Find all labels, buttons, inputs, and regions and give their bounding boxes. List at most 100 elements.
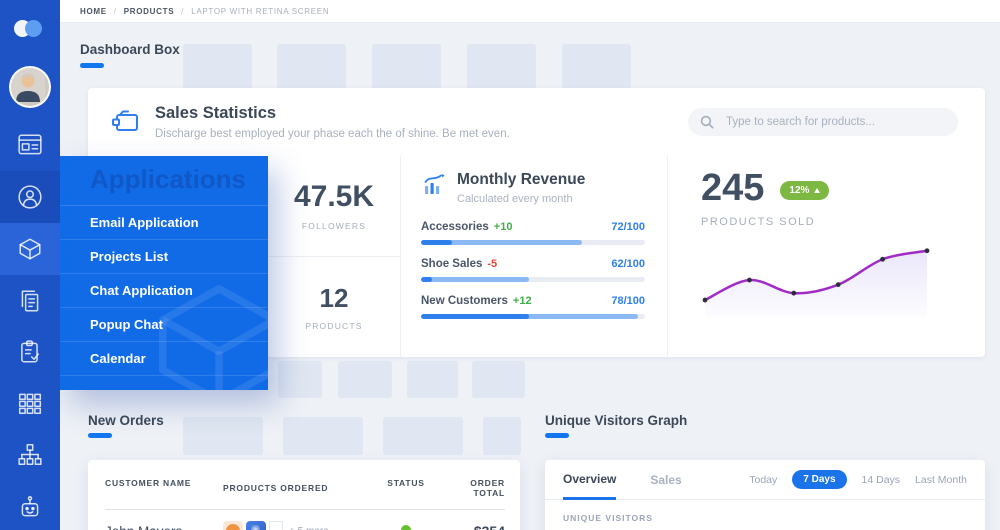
sidebar-item-assistant[interactable] <box>0 481 60 530</box>
ghost-card <box>467 44 536 90</box>
sidebar-item-documents[interactable] <box>0 275 60 327</box>
col-products-ordered: PRODUCTS ORDERED <box>223 483 329 493</box>
stats-column: 47.5K FOLLOWERS 12 PRODUCTS <box>88 155 400 357</box>
range-14-days[interactable]: 14 Days <box>861 473 901 486</box>
documents-icon <box>21 290 39 312</box>
progress-fill-light <box>421 240 583 245</box>
tab-overview[interactable]: Overview <box>563 460 617 500</box>
sales-card-subtitle: Discharge best employed your phase each … <box>155 127 510 140</box>
progress-bar <box>421 314 645 319</box>
products-sold-sparkline <box>701 240 931 317</box>
ghost-card <box>372 44 441 90</box>
revenue-chart-icon <box>424 174 445 194</box>
flyout-item-email-application[interactable]: Email Application <box>60 206 268 240</box>
sidebar-item-profile[interactable] <box>0 171 60 223</box>
ghost-card <box>183 417 263 455</box>
ghost-card <box>407 361 458 398</box>
breadcrumb-home[interactable]: HOME <box>80 6 107 16</box>
range-selector: Today 7 Days 14 Days Last Month <box>749 460 967 499</box>
col-customer-name: CUSTOMER NAME <box>105 478 192 488</box>
score-value: 78/100 <box>611 295 645 307</box>
products-label: PRODUCTS <box>305 321 363 331</box>
ghost-card <box>383 417 463 455</box>
more-products-label: + 5 more <box>289 526 329 530</box>
col-order-total: ORDER TOTAL <box>470 478 505 498</box>
logo-circle-right <box>25 20 42 37</box>
ghost-card <box>278 361 322 398</box>
breadcrumb-separator: / <box>181 6 185 16</box>
ghost-card <box>472 361 525 398</box>
flyout-item-projects-list[interactable]: Projects List <box>60 240 268 274</box>
products-value: 12 <box>319 283 349 313</box>
status-cell <box>365 522 447 530</box>
monthly-revenue-title: Monthly Revenue <box>457 171 586 188</box>
monthly-revenue-column: Monthly Revenue Calculated every month A… <box>400 155 667 357</box>
product-thumbnail <box>223 521 243 530</box>
progress-fill-light <box>421 314 639 319</box>
app-logo[interactable] <box>0 18 60 44</box>
revenue-row-accessories: Accessories +10 72/100 <box>421 221 645 245</box>
products-sold-column: 245 12% PRODUCTS SOLD <box>667 155 985 357</box>
order-total: $354 <box>447 523 505 530</box>
progress-bar <box>421 240 645 245</box>
flyout-item-popup-chat[interactable]: Popup Chat <box>60 308 268 342</box>
col-status: STATUS <box>387 478 425 488</box>
clipboard-check-icon <box>21 340 40 363</box>
orders-table: CUSTOMER NAME PRODUCTS ORDERED STATUS OR… <box>88 460 520 530</box>
order-row[interactable]: John Mayers + 5 more $354 <box>105 510 505 530</box>
product-search[interactable] <box>688 108 958 136</box>
apps-grid-icon <box>18 393 42 415</box>
monthly-revenue-subtitle: Calculated every month <box>457 193 573 205</box>
unique-visitors-title: Unique Visitors Graph <box>545 413 688 428</box>
new-orders-card: CUSTOMER NAME PRODUCTS ORDERED STATUS OR… <box>88 460 520 530</box>
customer-name: John Mayers <box>105 524 223 530</box>
product-thumbnail <box>246 521 266 530</box>
orders-table-header: CUSTOMER NAME PRODUCTS ORDERED STATUS OR… <box>105 478 505 510</box>
ghost-card <box>277 44 346 90</box>
revenue-row-label: Accessories <box>421 221 489 233</box>
revenue-row-new-customers: New Customers +12 78/100 <box>421 295 645 319</box>
breadcrumb-separator: / <box>113 6 117 16</box>
progress-fill-dark <box>421 314 529 319</box>
page-title-accent-bar <box>80 63 104 68</box>
sidebar-item-apps[interactable] <box>0 377 60 429</box>
progress-fill-light <box>421 277 529 282</box>
status-dot-green <box>401 525 411 530</box>
breadcrumb-products[interactable]: PRODUCTS <box>123 6 175 16</box>
new-orders-accent-bar <box>88 433 112 438</box>
tab-sales[interactable]: Sales <box>650 472 682 487</box>
breadcrumb-current: LAPTOP WITH RETINA SCREEN <box>191 6 330 16</box>
sitemap-icon <box>18 443 42 465</box>
ghost-card <box>483 417 521 455</box>
range-7-days[interactable]: 7 Days <box>792 470 847 489</box>
sidebar-item-sitemap[interactable] <box>0 429 60 481</box>
search-input[interactable] <box>688 108 958 136</box>
page-title: Dashboard Box <box>80 42 180 57</box>
ghost-card <box>562 44 631 90</box>
sidebar-item-tasks[interactable] <box>0 326 60 378</box>
wallet-icon <box>105 106 147 138</box>
sales-card-title: Sales Statistics <box>155 103 277 122</box>
flyout-item-calendar[interactable]: Calendar <box>60 342 268 376</box>
sidebar-item-browser[interactable] <box>0 119 60 171</box>
range-today[interactable]: Today <box>749 473 778 486</box>
progress-bar <box>421 277 645 282</box>
delta-value: +10 <box>493 221 513 233</box>
product-thumbnail <box>269 521 283 530</box>
avatar-photo <box>11 68 45 102</box>
products-sold-label: PRODUCTS SOLD <box>701 216 816 228</box>
sidebar-item-products[interactable] <box>0 223 60 275</box>
browser-window-icon <box>18 134 42 155</box>
revenue-row-label: Shoe Sales <box>421 258 483 270</box>
range-last-month[interactable]: Last Month <box>915 473 967 486</box>
products-sold-value: 245 <box>701 167 765 209</box>
growth-badge-value: 12% <box>789 184 810 196</box>
ghost-card <box>283 417 363 455</box>
followers-label: FOLLOWERS <box>301 221 367 231</box>
robot-icon <box>21 496 39 517</box>
flyout-item-chat-application[interactable]: Chat Application <box>60 274 268 308</box>
followers-value: 47.5K <box>293 180 375 213</box>
user-avatar[interactable] <box>9 66 51 108</box>
delta-value: -5 <box>487 258 498 270</box>
